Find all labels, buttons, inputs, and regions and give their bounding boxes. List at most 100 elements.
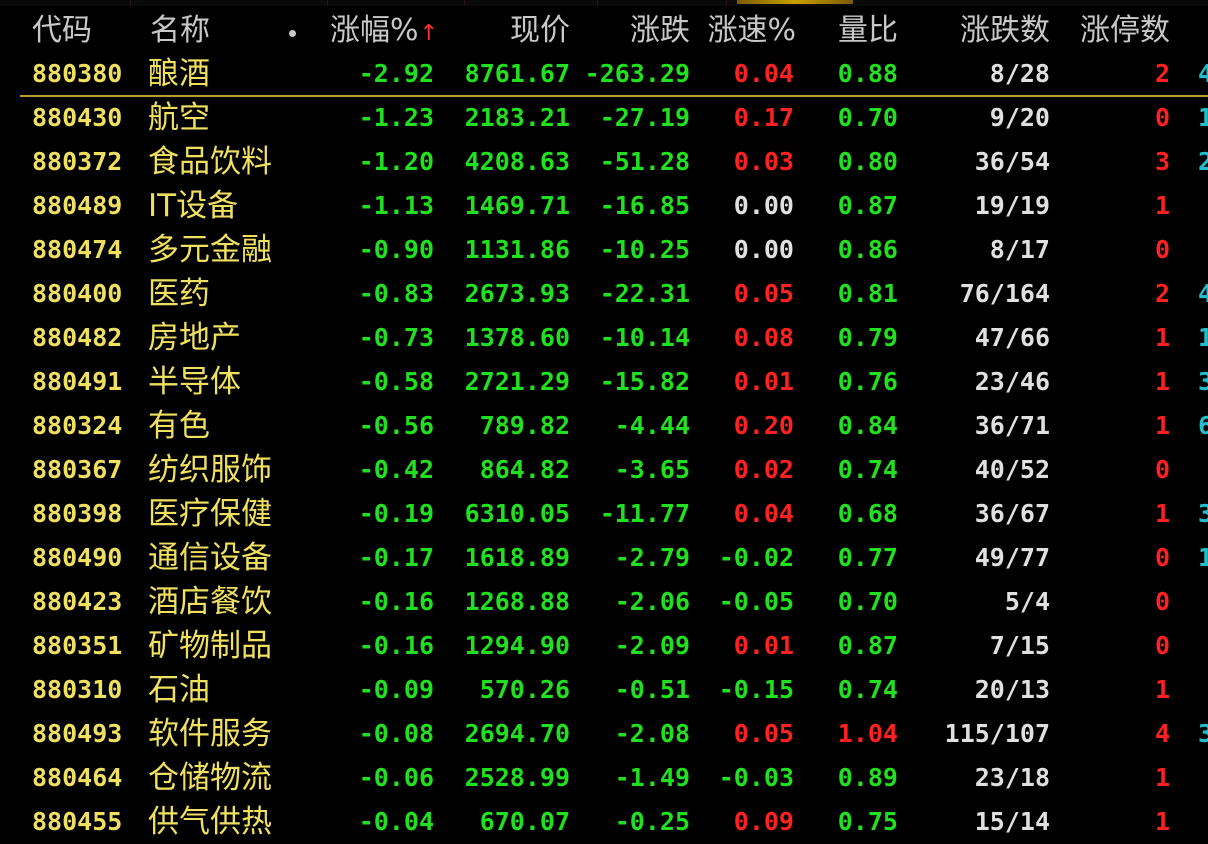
cell-change-pct: -0.06: [358, 763, 434, 792]
column-header-code[interactable]: 代码: [32, 8, 132, 58]
table-row[interactable]: 880367 纺织服饰 -0.42 864.82 -3.65 0.02 0.74 40/52 0: [0, 448, 1208, 492]
cell-name: IT设备: [148, 188, 239, 224]
cell-code: 880324: [32, 411, 123, 440]
cell-name: 多元金融: [148, 232, 272, 268]
cell-limit-up: 4: [1154, 719, 1170, 748]
cell-speed: 0.05: [733, 279, 794, 308]
cell-price: 1378.60: [464, 323, 570, 352]
table-row[interactable]: 880464 仓储物流 -0.06 2528.99 -1.49 -0.03 0.89 23/1…: [0, 756, 1208, 800]
tab-strip-segment[interactable]: [465, 0, 598, 5]
tab-strip-segment[interactable]: [598, 0, 727, 5]
table-row[interactable]: 880493 软件服务 -0.08 2694.70 -2.08 0.05 1.04 115/1…: [0, 712, 1208, 756]
table-row[interactable]: 880491 半导体 -0.58 2721.29 -15.82 0.01 0.76 23/46…: [0, 360, 1208, 404]
cell-name: 通信设备: [148, 540, 272, 576]
table-row[interactable]: 880310 石油 -0.09 570.26 -0.51 -0.15 0.74 20/13 1: [0, 668, 1208, 712]
cell-clipped-column: 4: [1198, 279, 1208, 308]
cell-code: 880464: [32, 763, 123, 792]
top-tab-strip: [0, 0, 1208, 6]
cell-speed: 0.09: [733, 807, 794, 836]
table-row[interactable]: 880455 供气供热 -0.04 670.07 -0.25 0.09 0.75 15/14 1: [0, 800, 1208, 844]
cell-change-pct: -0.56: [358, 411, 434, 440]
cell-change: -22.31: [599, 279, 690, 308]
cell-adv-dec: 36/67: [974, 499, 1050, 528]
cell-change: -27.19: [599, 103, 690, 132]
cell-adv-dec: 47/66: [974, 323, 1050, 352]
cell-adv-dec: 76/164: [959, 279, 1050, 308]
cell-volume-ratio: 1.04: [837, 719, 898, 748]
table-row[interactable]: 880380 酿酒 -2.92 8761.67 -263.29 0.04 0.88 8/28 2…: [0, 52, 1208, 96]
cell-price: 570.26: [479, 675, 570, 704]
cell-clipped-column: 6: [1198, 411, 1208, 440]
cell-clipped-column: 1: [1198, 543, 1208, 572]
column-header-volume-ratio[interactable]: 量比: [810, 8, 898, 58]
column-header-speed[interactable]: 涨速%: [690, 8, 796, 58]
cell-code: 880380: [32, 59, 123, 88]
table-row[interactable]: 880423 酒店餐饮 -0.16 1268.88 -2.06 -0.05 0.70 5/4 0: [0, 580, 1208, 624]
table-row[interactable]: 880324 有色 -0.56 789.82 -4.44 0.20 0.84 36/71 1 6: [0, 404, 1208, 448]
cell-name: 医药: [148, 276, 210, 312]
cell-speed: 0.08: [733, 323, 794, 352]
table-row[interactable]: 880398 医疗保健 -0.19 6310.05 -11.77 0.04 0.68 36/6…: [0, 492, 1208, 536]
cell-speed: 0.17: [733, 103, 794, 132]
column-header-change-pct[interactable]: 涨幅%↑: [310, 8, 438, 58]
cell-change: -0.51: [614, 675, 690, 704]
cell-price: 1469.71: [464, 191, 570, 220]
cell-clipped-column: 4: [1198, 59, 1208, 88]
table-row[interactable]: 880372 食品饮料 -1.20 4208.63 -51.28 0.03 0.80 36/5…: [0, 140, 1208, 184]
cell-change-pct: -0.83: [358, 279, 434, 308]
cell-name: 软件服务: [148, 716, 272, 752]
column-header-change[interactable]: 涨跌: [578, 8, 690, 58]
cell-volume-ratio: 0.70: [837, 587, 898, 616]
column-header-adv-dec[interactable]: 涨跌数: [930, 8, 1050, 58]
cell-volume-ratio: 0.70: [837, 103, 898, 132]
cell-speed: 0.00: [733, 235, 794, 264]
cell-clipped-column: 3: [1198, 367, 1208, 396]
cell-speed: 0.04: [733, 499, 794, 528]
column-header-label: 涨跌: [630, 13, 690, 48]
cell-adv-dec: 23/18: [974, 763, 1050, 792]
cell-code: 880423: [32, 587, 123, 616]
table-row[interactable]: 880489 IT设备 -1.13 1469.71 -16.85 0.00 0.87 19/1…: [0, 184, 1208, 228]
cell-limit-up: 1: [1154, 323, 1170, 352]
cell-change-pct: -0.58: [358, 367, 434, 396]
cell-limit-up: 0: [1154, 103, 1170, 132]
cell-change: -16.85: [599, 191, 690, 220]
cell-clipped-column: [1198, 624, 1208, 668]
sort-ascending-icon: ↑: [419, 21, 438, 46]
cell-clipped-column: [1198, 228, 1208, 272]
cell-change: -51.28: [599, 147, 690, 176]
cell-change-pct: -0.16: [358, 631, 434, 660]
table-header: 代码 名称 涨幅%↑ 现价 涨跌 涨速% 量比 涨跌数 涨停数: [0, 8, 1208, 58]
table-row[interactable]: 880351 矿物制品 -0.16 1294.90 -2.09 0.01 0.87 7/15 0: [0, 624, 1208, 668]
cell-change: -2.08: [614, 719, 690, 748]
cell-adv-dec: 40/52: [974, 455, 1050, 484]
tab-strip-segment[interactable]: [0, 0, 131, 5]
cell-change: -15.82: [599, 367, 690, 396]
cell-change-pct: -1.23: [358, 103, 434, 132]
cell-code: 880489: [32, 191, 123, 220]
cell-name: 仓储物流: [148, 760, 272, 796]
cell-limit-up: 0: [1154, 455, 1170, 484]
sector-table-body: 880380 酿酒 -2.92 8761.67 -263.29 0.04 0.88 8/28 2…: [0, 52, 1208, 844]
column-header-name[interactable]: 名称: [150, 8, 270, 58]
column-header-price[interactable]: 现价: [450, 8, 570, 58]
cell-volume-ratio: 0.86: [837, 235, 898, 264]
table-row[interactable]: 880430 航空 -1.23 2183.21 -27.19 0.17 0.70 9/20 0 1: [0, 96, 1208, 140]
cell-limit-up: 0: [1154, 235, 1170, 264]
table-row[interactable]: 880400 医药 -0.83 2673.93 -22.31 0.05 0.81 76/164…: [0, 272, 1208, 316]
cell-speed: 0.05: [733, 719, 794, 748]
cell-change: -11.77: [599, 499, 690, 528]
cell-volume-ratio: 0.79: [837, 323, 898, 352]
table-row[interactable]: 880490 通信设备 -0.17 1618.89 -2.79 -0.02 0.77 49/7…: [0, 536, 1208, 580]
cell-clipped-column: [1198, 448, 1208, 492]
tab-strip-segment[interactable]: [131, 0, 328, 5]
cell-code: 880490: [32, 543, 123, 572]
table-row[interactable]: 880474 多元金融 -0.90 1131.86 -10.25 0.00 0.86 8/17…: [0, 228, 1208, 272]
table-row[interactable]: 880482 房地产 -0.73 1378.60 -10.14 0.08 0.79 47/66…: [0, 316, 1208, 360]
column-header-label: 涨速%: [707, 13, 796, 48]
cell-code: 880430: [32, 103, 123, 132]
tab-strip-segment[interactable]: [328, 0, 465, 5]
cell-price: 789.82: [479, 411, 570, 440]
cell-price: 1131.86: [464, 235, 570, 264]
column-header-limit-up[interactable]: 涨停数: [1060, 8, 1170, 58]
